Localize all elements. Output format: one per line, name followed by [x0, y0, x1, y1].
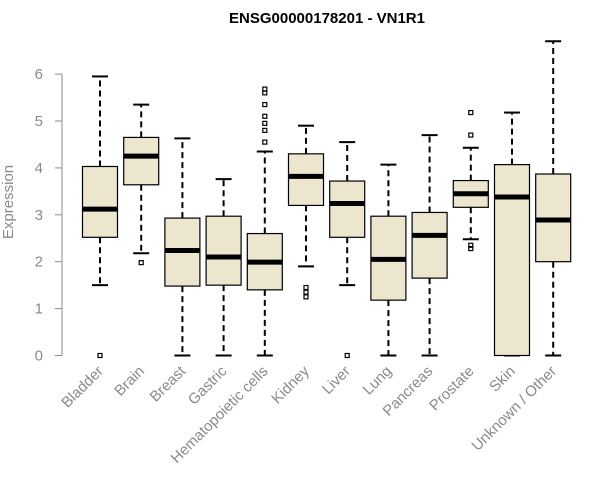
iqr-box [411, 211, 448, 279]
outlier-point [468, 245, 474, 252]
y-tick-label: 4 [35, 160, 43, 177]
chart-title: ENSG00000178201 - VN1R1 [229, 10, 425, 27]
x-tick-label: Prostate [426, 363, 478, 415]
outlier-point [262, 127, 268, 133]
iqr-box [493, 164, 531, 357]
box-bladder [81, 75, 119, 359]
iqr-box [123, 136, 160, 186]
box-prostate [452, 109, 489, 252]
outlier-point [262, 113, 268, 119]
box-lung [370, 163, 407, 357]
outlier-point [262, 120, 268, 126]
box-brain [123, 103, 160, 266]
x-tick-label: Lung [360, 363, 396, 399]
y-tick-label: 6 [35, 66, 43, 83]
plot-area [81, 40, 572, 359]
y-tick-label: 0 [35, 348, 43, 365]
outlier-point [138, 260, 144, 266]
y-axis-ticks: 0 1 2 3 4 5 6 [35, 66, 62, 365]
iqr-box [81, 165, 119, 238]
y-tick-label: 2 [35, 254, 43, 271]
box-unknown-other [535, 40, 572, 357]
x-tick-label: Brain [111, 363, 148, 400]
outlier-point [303, 294, 309, 300]
outlier-point [262, 86, 268, 92]
box-skin [493, 111, 531, 357]
outlier-point [468, 132, 474, 138]
y-axis-label: Expression [0, 165, 17, 239]
outlier-point [344, 352, 350, 359]
x-tick-label: Skin [486, 363, 519, 396]
x-tick-label: Breast [147, 362, 190, 405]
box-kidney [287, 124, 325, 300]
box-liver [329, 141, 366, 359]
x-tick-label: Kidney [268, 362, 313, 407]
x-tick-label: Liver [319, 363, 354, 398]
outlier-point [468, 242, 474, 248]
outlier-point [303, 284, 309, 291]
x-tick-label: Bladder [58, 363, 107, 412]
y-tick-label: 1 [35, 301, 43, 318]
outlier-point [97, 352, 103, 359]
outlier-point [468, 109, 474, 116]
iqr-box [287, 153, 325, 207]
outlier-point [262, 139, 268, 145]
y-tick-label: 5 [35, 113, 43, 130]
box-pancreas [411, 134, 448, 357]
outlier-point [262, 101, 268, 108]
iqr-box [329, 180, 366, 238]
box-breast [164, 137, 201, 357]
y-tick-label: 3 [35, 207, 43, 224]
box-gastric [205, 178, 242, 357]
box-hematopoietic-cells [246, 86, 283, 357]
iqr-box [205, 215, 242, 286]
outlier-point [303, 289, 309, 295]
